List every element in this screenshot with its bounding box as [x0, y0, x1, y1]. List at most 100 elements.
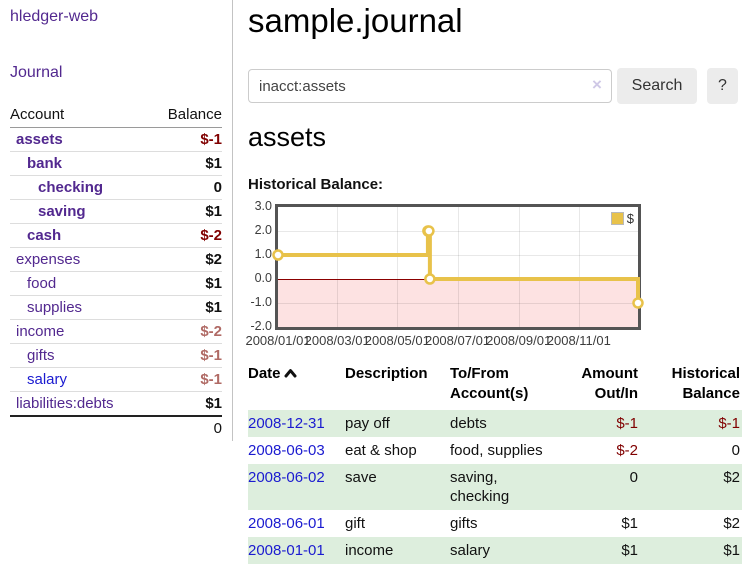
app-title-link[interactable]: hledger-web: [10, 8, 99, 25]
account-row: bank $1: [10, 151, 222, 176]
transaction-row: 2008-12-31 pay off debts $-1 $-1: [248, 410, 742, 437]
account-name-cell: gifts: [10, 343, 150, 368]
data-point: [424, 273, 436, 285]
transaction-description: save: [345, 469, 377, 486]
nav-journal-link[interactable]: Journal: [10, 64, 63, 81]
account-link[interactable]: gifts: [27, 347, 55, 364]
transaction-balance: $1: [723, 542, 740, 559]
vertical-gridline: [337, 207, 339, 327]
balance-chart: $ 3.0 2.0 1.0 0.0 -1.0 -2.0 2008/01/01 2008/03/…: [245, 199, 708, 353]
account-balance: $1: [149, 295, 222, 320]
transaction-accounts: food, supplies: [450, 442, 543, 459]
transaction-accounts: saving, checking: [450, 469, 510, 505]
account-link[interactable]: checking: [38, 179, 104, 196]
account-balance: 0: [149, 175, 222, 200]
register-header-row: Date Description To/From Account(s) Amou…: [248, 361, 742, 410]
horizontal-gridline: [278, 303, 638, 304]
accounts-table-header: Account Balance: [10, 103, 222, 128]
account-row: cash $-2: [10, 223, 222, 248]
help-button[interactable]: ?: [707, 68, 738, 104]
account-link[interactable]: bank: [27, 155, 63, 172]
transaction-description: pay off: [345, 415, 390, 432]
transaction-row: 2008-06-03 eat & shop food, supplies $-2 0: [248, 437, 742, 464]
transaction-date-link[interactable]: 2008-06-02: [248, 469, 325, 486]
accounts-total-row: 0: [10, 415, 222, 440]
account-row: assets $-1: [10, 127, 222, 152]
account-row: saving $1: [10, 199, 222, 224]
search-input[interactable]: [248, 69, 612, 103]
transaction-description: gift: [345, 515, 366, 532]
transaction-date-cell: 2008-06-03: [248, 437, 345, 464]
register-table: Date Description To/From Account(s) Amou…: [248, 361, 742, 564]
date-column-header[interactable]: Date: [248, 361, 345, 410]
account-column-header: Account: [10, 103, 150, 128]
accounts-table-body: assets $-1 bank $1 checking 0 saving $1 cash $-2 e…: [10, 127, 222, 417]
account-balance: $-2: [149, 319, 222, 344]
chart-legend: $: [610, 211, 634, 226]
transaction-amount: $-1: [616, 415, 638, 432]
transaction-date-link[interactable]: 2008-12-31: [248, 415, 325, 432]
account-balance: $-2: [149, 223, 222, 248]
transaction-date-link[interactable]: 2008-06-01: [248, 515, 325, 532]
transaction-row: 2008-01-01 income salary $1 $1: [248, 537, 742, 564]
account-link[interactable]: supplies: [27, 299, 83, 316]
account-name-cell: supplies: [10, 295, 150, 320]
balance-column-header-register: Historical Balance: [671, 365, 740, 402]
account-name-cell: liabilities:debts: [10, 391, 150, 417]
transaction-amount: $-2: [616, 442, 638, 459]
transaction-row: 2008-06-02 save saving, checking 0 $2: [248, 464, 742, 510]
transaction-accounts: debts: [450, 415, 487, 432]
accounts-column-header: To/From Account(s): [450, 365, 529, 402]
search-form: × Search ?: [248, 68, 742, 105]
horizontal-gridline: [278, 255, 638, 256]
x-axis-tick-label: 2008/07/01: [424, 333, 491, 348]
transaction-date-link[interactable]: 2008-01-01: [248, 542, 325, 559]
legend-label: $: [626, 211, 634, 226]
main-content: sample.journal × Search ? assets Histori…: [245, 0, 742, 582]
clear-search-icon[interactable]: ×: [592, 75, 602, 94]
account-link[interactable]: liabilities:debts: [16, 395, 114, 412]
account-link[interactable]: expenses: [16, 251, 81, 268]
page-title: sample.journal: [248, 2, 463, 39]
account-link[interactable]: food: [27, 275, 57, 292]
sidebar: hledger-web Journal Account Balance asse…: [0, 0, 233, 441]
account-name-cell: salary: [10, 367, 150, 392]
account-link[interactable]: assets: [16, 131, 63, 148]
accounts-table: Account Balance assets $-1 bank $1 checking 0…: [10, 103, 222, 440]
sidebar-nav: Journal: [10, 64, 222, 82]
x-axis-tick-label: 2008/05/01: [364, 333, 430, 348]
account-balance: $1: [149, 391, 222, 417]
transaction-amount: 0: [629, 469, 638, 486]
account-name-cell: checking: [10, 175, 150, 200]
transaction-date-link[interactable]: 2008-06-03: [248, 442, 325, 459]
account-row: expenses $2: [10, 247, 222, 272]
search-button[interactable]: Search: [617, 68, 697, 104]
series-line: [278, 229, 640, 303]
data-point: [423, 225, 435, 237]
account-row: liabilities:debts $1: [10, 391, 222, 417]
negative-region: [278, 279, 638, 327]
transaction-date-cell: 2008-06-02: [248, 464, 345, 510]
account-link[interactable]: salary: [27, 371, 68, 388]
account-link[interactable]: income: [16, 323, 65, 340]
account-balance: $-1: [149, 343, 222, 368]
transaction-description: income: [345, 542, 394, 559]
transaction-date-cell: 2008-01-01: [248, 537, 345, 564]
account-balance: $1: [149, 199, 222, 224]
register-table-body: 2008-12-31 pay off debts $-1 $-1 2008-06-03 ea…: [248, 410, 742, 564]
x-axis-tick-label: 2008/03/01: [304, 333, 370, 348]
account-row: salary $-1: [10, 367, 222, 392]
account-balance: $-1: [149, 127, 222, 152]
transaction-balance: 0: [731, 442, 740, 459]
transaction-amount: $1: [621, 542, 638, 559]
chart-plot: $: [272, 207, 644, 327]
account-heading: assets: [248, 122, 327, 152]
account-link[interactable]: saving: [38, 203, 86, 220]
transaction-accounts: salary: [450, 542, 491, 559]
x-axis-tick-label: 2008/11/01: [546, 333, 611, 348]
y-axis-tick-label: 2.0: [254, 223, 272, 237]
balance-column-header: Balance: [149, 103, 222, 128]
balance-series: [272, 225, 644, 309]
account-link[interactable]: cash: [27, 227, 62, 244]
transaction-date-cell: 2008-12-31: [248, 410, 345, 437]
